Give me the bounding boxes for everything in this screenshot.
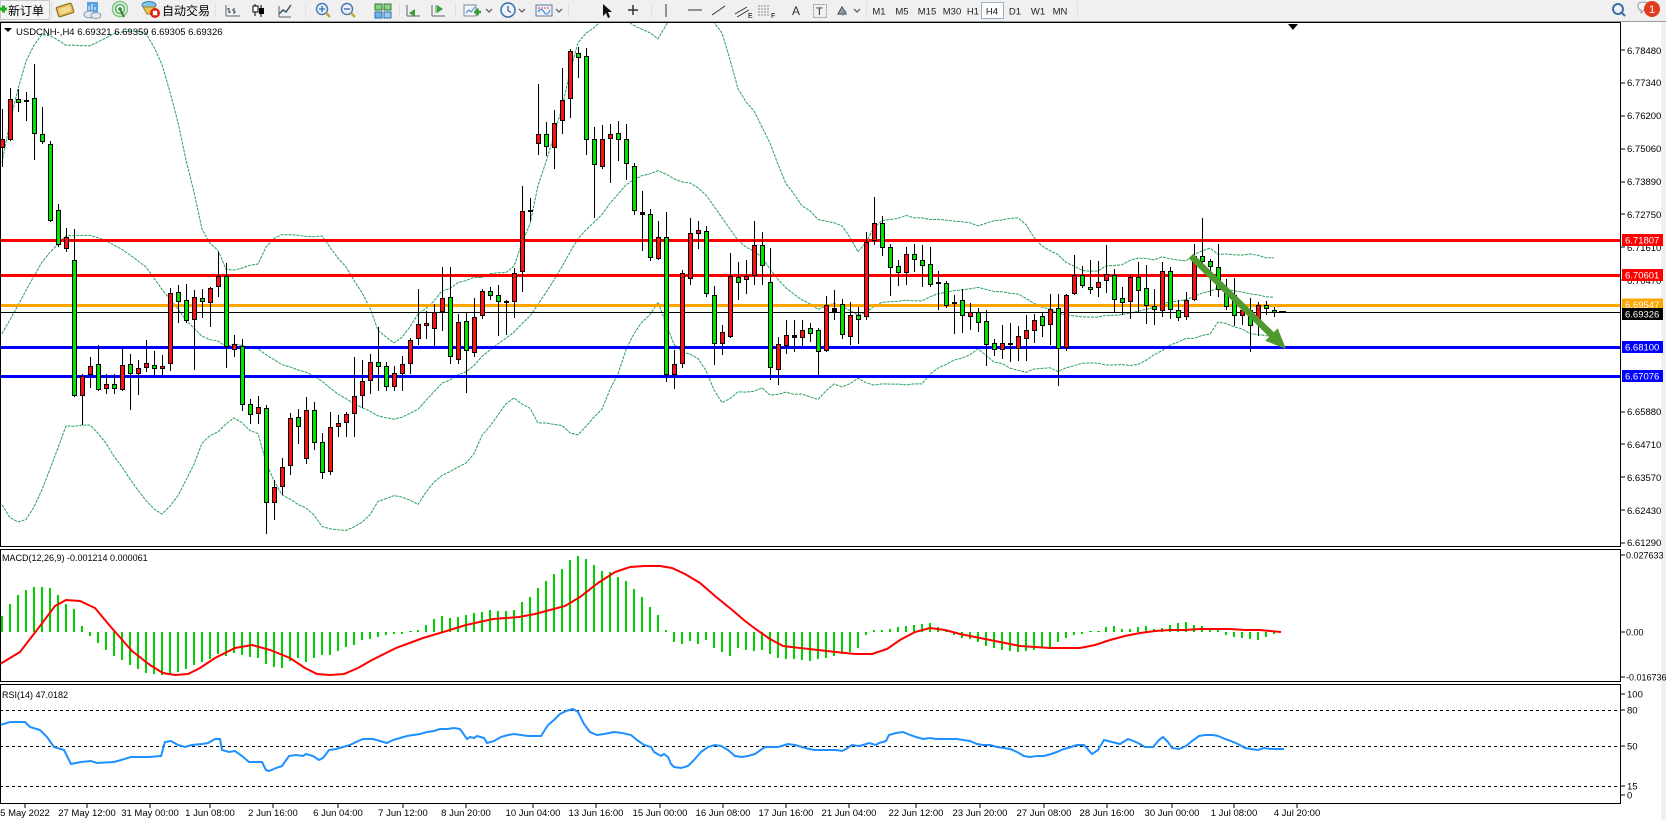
svg-text:6.61290: 6.61290 bbox=[1627, 538, 1661, 549]
svg-text:50: 50 bbox=[1627, 742, 1638, 753]
svg-text:6.78480: 6.78480 bbox=[1627, 46, 1661, 57]
svg-text:6.67076: 6.67076 bbox=[1625, 372, 1659, 383]
svg-text:M15: M15 bbox=[918, 7, 936, 18]
svg-text:6.71807: 6.71807 bbox=[1625, 236, 1659, 247]
svg-text:RSI(14) 47.0182: RSI(14) 47.0182 bbox=[2, 690, 68, 700]
svg-text:W1: W1 bbox=[1031, 7, 1045, 18]
svg-text:MACD(12,26,9) -0.001214 0.0000: MACD(12,26,9) -0.001214 0.000061 bbox=[2, 553, 148, 563]
svg-text:17 Jun 16:00: 17 Jun 16:00 bbox=[759, 808, 814, 819]
svg-text:10 Jun 04:00: 10 Jun 04:00 bbox=[506, 808, 561, 819]
svg-text:E: E bbox=[748, 13, 753, 20]
svg-text:1 Jun 08:00: 1 Jun 08:00 bbox=[185, 808, 235, 819]
svg-text:6.77340: 6.77340 bbox=[1627, 78, 1661, 89]
svg-text:0.027633: 0.027633 bbox=[1626, 551, 1664, 561]
svg-text:27 Jun 08:00: 27 Jun 08:00 bbox=[1017, 808, 1072, 819]
svg-text:8 Jun 20:00: 8 Jun 20:00 bbox=[441, 808, 491, 819]
svg-text:6.63570: 6.63570 bbox=[1627, 473, 1661, 484]
svg-text:H1: H1 bbox=[967, 7, 979, 18]
svg-text:7 Jun 12:00: 7 Jun 12:00 bbox=[378, 808, 428, 819]
svg-text:MN: MN bbox=[1053, 7, 1068, 18]
svg-text:6.70470: 6.70470 bbox=[1627, 276, 1661, 287]
svg-text:80: 80 bbox=[1627, 706, 1638, 717]
svg-text:1: 1 bbox=[1649, 4, 1655, 16]
svg-text:6.72750: 6.72750 bbox=[1627, 210, 1661, 221]
svg-text:6.76200: 6.76200 bbox=[1627, 111, 1661, 122]
svg-text:0: 0 bbox=[1627, 791, 1632, 802]
svg-text:6.69326: 6.69326 bbox=[1625, 310, 1659, 321]
svg-text:6.73890: 6.73890 bbox=[1627, 177, 1661, 188]
svg-text:21 Jun 04:00: 21 Jun 04:00 bbox=[822, 808, 877, 819]
svg-text:23 Jun 20:00: 23 Jun 20:00 bbox=[953, 808, 1008, 819]
svg-text:D1: D1 bbox=[1009, 7, 1021, 18]
svg-text:自动交易: 自动交易 bbox=[162, 3, 210, 18]
svg-text:28 Jun 16:00: 28 Jun 16:00 bbox=[1080, 808, 1135, 819]
svg-text:F: F bbox=[771, 13, 775, 20]
svg-text:1 Jul 08:00: 1 Jul 08:00 bbox=[1211, 808, 1257, 819]
svg-text:6.62430: 6.62430 bbox=[1627, 506, 1661, 517]
svg-text:M5: M5 bbox=[895, 7, 908, 18]
svg-text:31 May 00:00: 31 May 00:00 bbox=[121, 808, 179, 819]
svg-text:5 May 2022: 5 May 2022 bbox=[0, 808, 50, 819]
svg-text:6.75060: 6.75060 bbox=[1627, 144, 1661, 155]
svg-text:6.64710: 6.64710 bbox=[1627, 440, 1661, 451]
svg-text:USDCNH-,H4 6.69321 6.69359 6.: USDCNH-,H4 6.69321 6.69359 6.69305 6.693… bbox=[16, 27, 223, 38]
svg-text:新订单: 新订单 bbox=[8, 3, 44, 18]
svg-text:22 Jun 12:00: 22 Jun 12:00 bbox=[889, 808, 944, 819]
svg-text:6.65880: 6.65880 bbox=[1627, 407, 1661, 418]
svg-text:T: T bbox=[816, 6, 823, 18]
svg-text:4 Jul 20:00: 4 Jul 20:00 bbox=[1274, 808, 1320, 819]
svg-text:-0.016736: -0.016736 bbox=[1626, 673, 1666, 683]
svg-text:6.68100: 6.68100 bbox=[1625, 343, 1659, 354]
svg-text:H4: H4 bbox=[986, 7, 998, 18]
svg-text:M30: M30 bbox=[943, 7, 961, 18]
svg-text:6.71610: 6.71610 bbox=[1627, 243, 1661, 254]
svg-text:A: A bbox=[792, 4, 800, 18]
svg-text:27 May 12:00: 27 May 12:00 bbox=[58, 808, 116, 819]
svg-text:6.69547: 6.69547 bbox=[1625, 300, 1659, 311]
svg-text:30 Jun 00:00: 30 Jun 00:00 bbox=[1145, 808, 1200, 819]
svg-text:6.70601: 6.70601 bbox=[1625, 271, 1659, 282]
svg-text:2 Jun 16:00: 2 Jun 16:00 bbox=[248, 808, 298, 819]
svg-text:13 Jun 16:00: 13 Jun 16:00 bbox=[569, 808, 624, 819]
svg-text:15: 15 bbox=[1627, 782, 1638, 793]
svg-text:0.00: 0.00 bbox=[1626, 628, 1644, 638]
svg-text:15 Jun 00:00: 15 Jun 00:00 bbox=[633, 808, 688, 819]
svg-text:16 Jun 08:00: 16 Jun 08:00 bbox=[696, 808, 751, 819]
svg-text:100: 100 bbox=[1627, 690, 1643, 701]
svg-text:M1: M1 bbox=[872, 7, 885, 18]
svg-text:6 Jun 04:00: 6 Jun 04:00 bbox=[313, 808, 363, 819]
